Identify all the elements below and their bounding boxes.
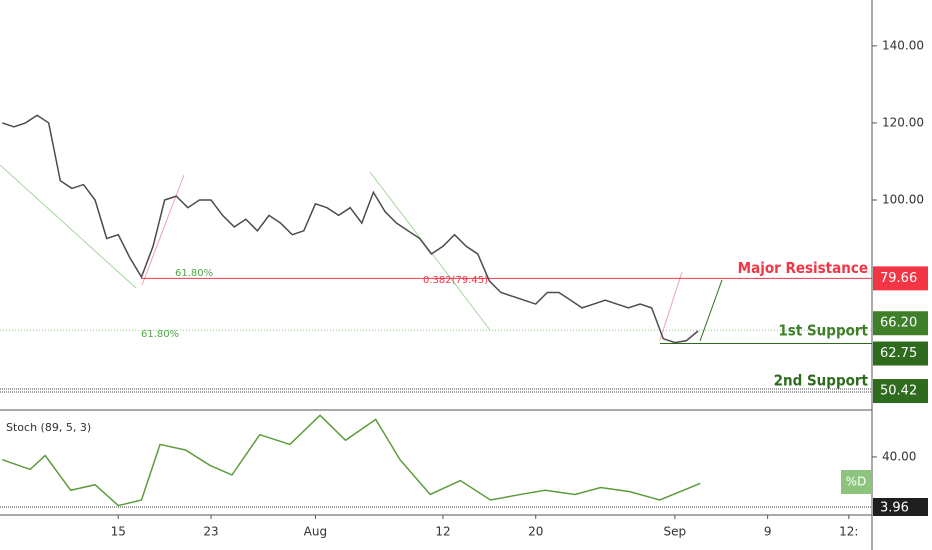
- y-tick-label: 100.00: [882, 192, 924, 206]
- x-tick-label: 20: [528, 525, 543, 539]
- price-label-box: [873, 266, 928, 291]
- arrow: [659, 271, 683, 341]
- price-label: 79.66: [880, 271, 917, 286]
- level-name: 2nd Support: [774, 372, 869, 390]
- x-tick-label: 23: [203, 525, 218, 539]
- price-label-box: [873, 341, 928, 366]
- price-label: 62.75: [880, 346, 917, 361]
- x-tick-label: 12: [435, 525, 450, 539]
- level-name: Major Resistance: [738, 259, 868, 277]
- x-tick-label: 12:: [839, 525, 858, 539]
- y-tick-label: 120.00: [882, 115, 924, 129]
- legend-box: [841, 470, 871, 494]
- indicator-name: Stoch (89, 5, 3): [6, 421, 91, 434]
- price-label: 50.42: [880, 384, 917, 399]
- annotation: 0.382(79.45): [423, 275, 488, 286]
- arrow: [699, 279, 723, 342]
- x-tick-label: 15: [111, 525, 126, 539]
- price-line: [2, 114, 699, 344]
- price-label: 3.96: [880, 501, 909, 516]
- y-tick-label: 40.00: [882, 449, 916, 463]
- legend-label: %D: [846, 475, 867, 489]
- level-name: 1st Support: [778, 322, 868, 340]
- price-label-box: [873, 311, 928, 336]
- price-label-box: [873, 498, 928, 516]
- x-tick-label: Aug: [304, 525, 327, 539]
- annotation: 61.80%: [141, 329, 179, 340]
- price-label-box: [873, 379, 928, 404]
- price-label: 66.20: [880, 316, 917, 331]
- arrow: [0, 164, 137, 289]
- y-tick-label: 140.00: [882, 38, 924, 52]
- arrow: [141, 174, 185, 286]
- annotation: 61.80%: [175, 268, 213, 279]
- stoch-line: [2, 414, 701, 507]
- x-tick-label: Sep: [664, 525, 687, 539]
- x-tick-label: 9: [764, 525, 772, 539]
